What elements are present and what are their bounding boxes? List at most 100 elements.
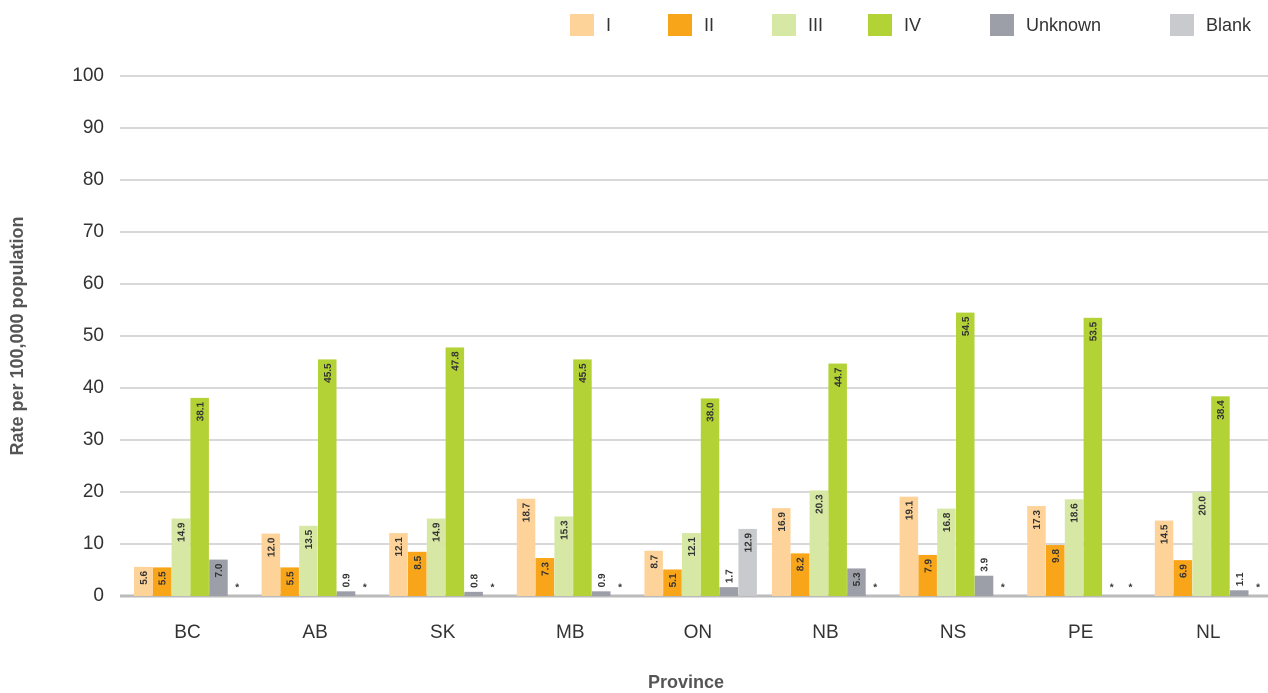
value-label: 53.5 — [1088, 321, 1099, 341]
value-label: 16.8 — [942, 512, 953, 532]
bar — [847, 568, 866, 596]
legend-swatch — [990, 14, 1014, 36]
y-tick-label: 0 — [93, 585, 104, 606]
bar — [554, 516, 573, 596]
value-label: 5.5 — [158, 571, 169, 585]
bar — [389, 533, 408, 596]
bar — [152, 567, 172, 596]
value-label: 20.3 — [814, 494, 825, 514]
bar — [1192, 492, 1211, 596]
value-label: 19.1 — [904, 500, 915, 520]
y-tick-label: 80 — [83, 169, 104, 190]
bar — [535, 558, 555, 596]
value-label: 9.8 — [1051, 549, 1062, 563]
y-tick-label: 90 — [83, 117, 104, 138]
bar — [899, 496, 919, 596]
legend-label: Blank — [1206, 15, 1252, 35]
value-label: * — [1001, 583, 1005, 594]
bar — [445, 347, 465, 596]
value-label: 12.9 — [743, 532, 754, 552]
bar — [644, 550, 663, 596]
value-label: 13.5 — [304, 529, 315, 549]
bar — [1173, 560, 1193, 596]
value-label: 5.5 — [285, 571, 296, 585]
bar — [209, 559, 228, 596]
value-label: 16.9 — [777, 512, 788, 532]
y-axis-title: Rate per 100,000 population — [7, 216, 27, 455]
value-label: * — [235, 583, 239, 594]
bar — [1064, 499, 1084, 596]
value-label: 3.9 — [980, 557, 991, 571]
bar — [299, 525, 318, 596]
bar — [190, 397, 209, 596]
value-label: 14.9 — [176, 522, 187, 542]
bar — [318, 359, 337, 596]
x-tick-label: MB — [556, 622, 585, 643]
value-label: * — [1128, 583, 1132, 594]
value-label: 0.8 — [469, 574, 480, 588]
value-label: 38.1 — [195, 401, 206, 421]
y-tick-label: 30 — [83, 429, 104, 450]
value-label: 15.3 — [559, 520, 570, 540]
bar — [700, 398, 720, 596]
bar — [738, 528, 757, 596]
value-label: * — [1256, 583, 1260, 594]
y-tick-label: 50 — [83, 325, 104, 346]
bar — [336, 591, 356, 596]
value-label: 44.7 — [833, 367, 844, 387]
legend-swatch — [1170, 14, 1194, 36]
bar — [592, 591, 611, 596]
bar — [1083, 317, 1103, 596]
legend-swatch — [668, 14, 692, 36]
bar — [790, 553, 810, 596]
value-label: 17.3 — [1032, 510, 1043, 530]
bar — [280, 567, 299, 596]
value-label: 14.5 — [1160, 524, 1171, 544]
bar — [1154, 520, 1174, 596]
value-label: 0.9 — [597, 573, 608, 587]
bar — [516, 498, 536, 596]
bar — [663, 569, 682, 596]
x-tick-label: BC — [174, 622, 200, 643]
x-tick-label: PE — [1068, 622, 1093, 643]
bar — [772, 508, 791, 596]
bar — [918, 554, 937, 596]
x-tick-label: NL — [1196, 622, 1220, 643]
bar — [171, 518, 191, 596]
bar — [1230, 590, 1249, 596]
legend-swatch — [772, 14, 796, 36]
y-tick-label: 10 — [83, 533, 104, 554]
value-label: * — [618, 583, 622, 594]
value-label: 8.5 — [413, 555, 424, 569]
value-label: * — [363, 583, 367, 594]
bar — [956, 312, 975, 596]
value-label: 14.9 — [432, 522, 443, 542]
y-tick-label: 20 — [83, 481, 104, 502]
value-label: 38.0 — [706, 402, 717, 422]
value-label: 1.1 — [1235, 572, 1246, 586]
bar — [134, 566, 153, 596]
bar — [426, 518, 446, 596]
bar — [1046, 545, 1065, 596]
value-label: 7.9 — [923, 558, 934, 572]
legend-label: IV — [904, 15, 921, 35]
bar — [937, 508, 956, 596]
legend-label: Unknown — [1026, 15, 1101, 35]
legend-label: I — [606, 15, 611, 35]
value-label: 54.5 — [961, 316, 972, 336]
value-label: * — [490, 583, 494, 594]
x-tick-label: NS — [940, 622, 966, 643]
value-label: 5.1 — [668, 573, 679, 587]
bar — [974, 575, 994, 596]
legend-label: III — [808, 15, 823, 35]
legend-swatch — [570, 14, 594, 36]
legend-swatch — [868, 14, 892, 36]
y-tick-label: 60 — [83, 273, 104, 294]
value-label: 12.1 — [687, 537, 698, 557]
x-tick-label: NB — [812, 622, 838, 643]
bar — [828, 363, 847, 596]
value-label: 8.7 — [649, 554, 660, 568]
value-label: 5.3 — [852, 572, 863, 586]
bar — [1211, 396, 1230, 596]
